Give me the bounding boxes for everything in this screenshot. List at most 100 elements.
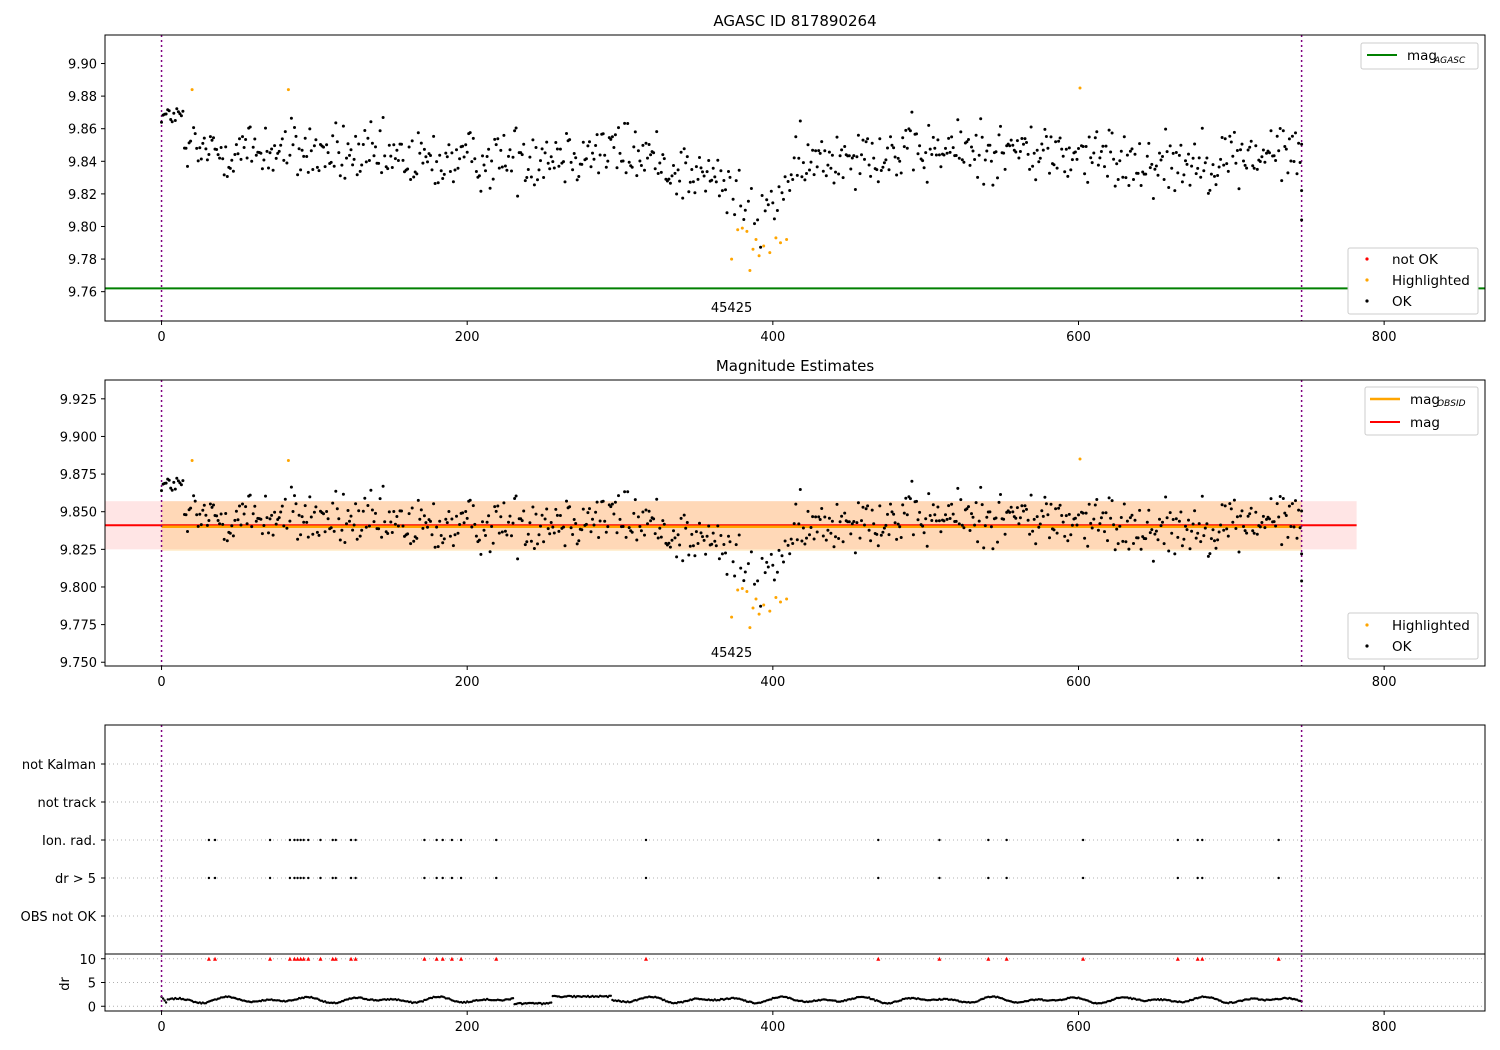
ok-point [184, 513, 188, 517]
ok-point [416, 498, 420, 502]
ok-point [360, 528, 364, 532]
ok-point [499, 515, 503, 519]
ok-point [716, 524, 720, 528]
ok-point [1275, 502, 1279, 506]
ok-point [363, 129, 367, 132]
ok-point [1025, 141, 1028, 144]
ok-point [254, 519, 258, 523]
ok-point [681, 196, 685, 200]
ok-point [617, 494, 620, 498]
ok-point [950, 135, 954, 139]
ok-point [458, 523, 462, 526]
ok-point [326, 151, 330, 155]
dr-gt-5-flag-point [877, 876, 880, 880]
ok-point [216, 153, 220, 157]
ok-point [400, 142, 403, 146]
ok-point [838, 154, 842, 158]
ok-point [484, 169, 487, 173]
ok-point [667, 541, 671, 545]
ok-point [1260, 155, 1264, 159]
ok-point [358, 534, 362, 538]
ok-point [1294, 131, 1297, 135]
ok-point [772, 578, 776, 582]
dr-point [872, 998, 875, 1001]
ok-point [568, 505, 572, 509]
dr-flag-marker [301, 956, 306, 961]
ok-point [511, 155, 515, 159]
ok-point [950, 502, 954, 506]
ok-point [636, 149, 640, 153]
ok-point [574, 522, 578, 525]
ok-point [1014, 516, 1018, 520]
ok-point [1246, 148, 1250, 152]
ok-point [603, 519, 607, 523]
dr-gt-5-flag-point [1081, 876, 1085, 880]
ok-point [584, 522, 588, 526]
ok-point [1083, 536, 1087, 540]
ok-point [1222, 528, 1226, 532]
ok-point [656, 536, 660, 540]
ok-point [205, 523, 209, 527]
ok-point [250, 159, 254, 163]
ok-point [967, 138, 970, 141]
ok-point [644, 508, 648, 512]
ok-point [763, 571, 767, 575]
ok-point [1208, 188, 1212, 192]
ok-point [369, 120, 373, 124]
ok-point [1176, 535, 1180, 539]
ok-point [830, 519, 834, 523]
ok-point [426, 160, 429, 164]
ok-point [1281, 497, 1285, 500]
ok-point [1104, 511, 1108, 515]
agasc-ytick-label: 9.90 [68, 58, 97, 73]
ok-point [1211, 528, 1215, 532]
ok-point [210, 505, 214, 509]
ok-point [791, 178, 795, 181]
ok-point [1084, 511, 1088, 515]
ok-point [322, 145, 325, 149]
ok-point [780, 554, 784, 558]
ok-point [918, 510, 922, 514]
ok-point [186, 164, 189, 168]
ok-point [407, 512, 411, 516]
highlighted-point [745, 590, 749, 593]
ok-point [855, 155, 859, 159]
ok-point [1122, 502, 1126, 506]
ok-point [230, 158, 234, 162]
dr-flag-marker [1004, 956, 1009, 961]
ok-point [377, 527, 381, 531]
ok-point [1283, 511, 1287, 515]
ok-point [221, 157, 225, 161]
ok-point [937, 153, 941, 157]
ok-point [792, 156, 796, 160]
ok-point [204, 513, 208, 517]
ok-point [424, 521, 428, 525]
ok-point [1089, 156, 1093, 160]
ok-point [450, 151, 454, 155]
ok-point [719, 534, 723, 537]
ok-point [653, 532, 657, 536]
ok-point [734, 543, 738, 547]
ok-point [921, 524, 925, 528]
ok-point [297, 513, 301, 517]
ok-point [951, 146, 955, 150]
ok-point [815, 530, 819, 534]
ok-point [806, 509, 810, 513]
ok-point [496, 137, 500, 141]
ok-point [970, 512, 973, 516]
ok-point [985, 149, 989, 153]
dr-flag-marker [298, 956, 303, 961]
ok-point [1052, 528, 1056, 532]
ok-point [1106, 174, 1109, 178]
ok-point [299, 168, 303, 172]
ok-point [1182, 173, 1186, 177]
legend-ok-marker [1365, 299, 1369, 303]
ok-point [714, 180, 718, 184]
ok-point [493, 505, 497, 509]
ok-point [985, 515, 989, 519]
ok-point [957, 522, 961, 526]
ok-point [864, 140, 868, 144]
ok-point [948, 150, 952, 154]
ok-point [207, 519, 211, 522]
ok-point [317, 169, 321, 173]
